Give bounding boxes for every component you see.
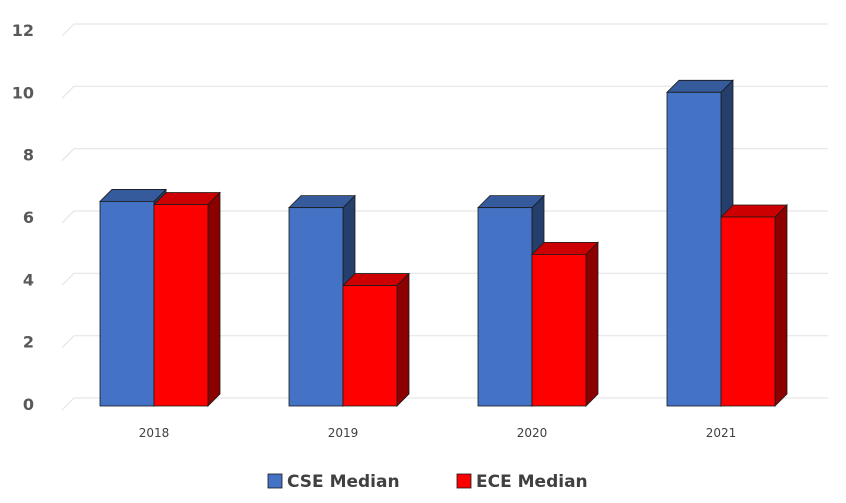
y-tick-label: 8	[23, 146, 34, 165]
y-tick-label: 4	[23, 270, 34, 289]
bars	[99, 79, 788, 407]
bar-front	[99, 201, 155, 407]
bar-front	[666, 91, 722, 407]
bar-ece-2021	[720, 204, 788, 407]
bar-front	[720, 216, 776, 407]
gridline	[61, 85, 828, 99]
bar-front	[477, 207, 533, 407]
y-tick-label: 0	[23, 395, 34, 414]
bar-top	[342, 273, 410, 286]
bar-side	[396, 272, 410, 407]
legend: CSE Median ECE Median	[267, 472, 588, 492]
x-tick-label: 2018	[139, 426, 170, 440]
y-axis: 0 2 4 6 8 10 12	[12, 21, 34, 414]
legend-item-cse: CSE Median	[267, 472, 400, 492]
bar-top	[99, 189, 167, 202]
bar-ece-2020	[531, 241, 599, 407]
y-tick-label: 6	[23, 208, 34, 227]
x-tick-label: 2019	[328, 426, 359, 440]
y-tick-label: 2	[23, 333, 34, 352]
legend-swatch	[267, 473, 283, 489]
gridlines	[61, 23, 828, 411]
bar-top	[531, 241, 599, 255]
bar-side	[774, 204, 788, 407]
x-tick-label: 2021	[706, 426, 737, 440]
bar-side	[585, 241, 599, 407]
legend-swatch	[456, 473, 472, 489]
bar-ece-2018	[153, 191, 221, 407]
bar-front	[153, 204, 209, 407]
bar-side	[207, 191, 221, 407]
bar-front	[288, 207, 344, 407]
bar-top	[666, 79, 734, 93]
bar-top	[153, 192, 221, 205]
bar-front	[531, 253, 587, 407]
legend-item-ece: ECE Median	[456, 472, 588, 492]
gridline	[61, 210, 828, 224]
bar-top	[477, 195, 545, 209]
gridline	[61, 23, 828, 37]
bar-front	[342, 285, 398, 407]
y-tick-label: 12	[12, 21, 34, 40]
x-tick-label: 2020	[517, 426, 548, 440]
bar-top	[288, 195, 356, 209]
legend-label: ECE Median	[476, 472, 588, 492]
bar-ece-2019	[342, 272, 410, 407]
gridline	[61, 148, 828, 162]
x-axis: 2018 2019 2020 2021	[139, 426, 737, 440]
bar-top	[720, 204, 788, 218]
y-tick-label: 10	[12, 83, 34, 102]
legend-label: CSE Median	[287, 472, 400, 492]
